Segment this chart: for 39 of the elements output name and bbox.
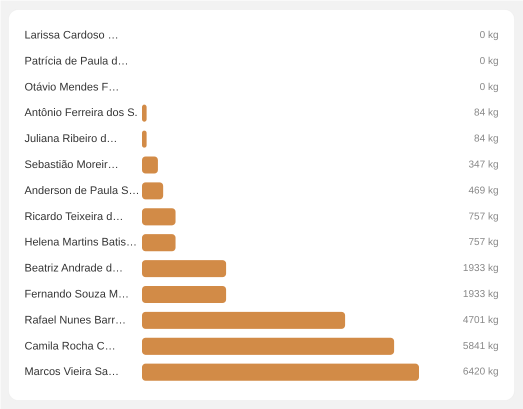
bar xyxy=(142,208,176,226)
data-label: 0 kg xyxy=(480,82,499,93)
data-label: 0 kg xyxy=(480,30,499,41)
data-label: 5841 kg xyxy=(462,340,499,352)
bar xyxy=(142,260,226,278)
data-label: 1933 kg xyxy=(462,263,499,274)
y-tick-label: Fernando Souza M… xyxy=(24,288,130,300)
bar xyxy=(142,182,164,200)
y-tick-label: Antônio Ferreira dos S. xyxy=(24,107,138,120)
bar xyxy=(142,104,147,122)
y-tick-label: Patrícia de Paula d… xyxy=(24,55,128,68)
y-tick-label: Camila Rocha C… xyxy=(24,340,116,352)
bar xyxy=(142,338,394,355)
y-tick-label: Larissa Cardoso … xyxy=(24,30,119,42)
y-tick-label: Sebastião Moreir… xyxy=(24,159,119,171)
data-label: 347 kg xyxy=(468,160,499,170)
data-label: 757 kg xyxy=(468,211,499,222)
data-label: 4701 kg xyxy=(462,314,499,326)
bar xyxy=(142,312,346,329)
data-label: 84 kg xyxy=(474,108,499,119)
y-tick-label: Beatriz Andrade d… xyxy=(24,262,123,275)
data-label: 1933 kg xyxy=(462,289,499,300)
data-label: 6420 kg xyxy=(462,366,499,378)
y-tick-label: Anderson de Paula S… xyxy=(24,184,140,197)
y-tick-label: Ricardo Teixeira d… xyxy=(24,210,124,223)
data-label: 757 kg xyxy=(468,237,499,248)
bar xyxy=(142,364,419,381)
y-tick-label: Helena Martins Batis… xyxy=(24,236,137,249)
data-label: 0 kg xyxy=(480,56,499,67)
y-tick-label: Juliana Ribeiro d… xyxy=(24,133,118,146)
bar xyxy=(142,130,147,148)
bar xyxy=(142,286,226,304)
y-tick-label: Rafael Nunes Barr… xyxy=(24,314,126,326)
y-tick-label: Otávio Mendes F… xyxy=(24,81,120,94)
data-label: 469 kg xyxy=(468,185,499,196)
y-tick-label: Marcos Vieira Sa… xyxy=(24,366,120,378)
bar xyxy=(142,156,158,174)
bar xyxy=(142,234,176,252)
data-label: 84 kg xyxy=(474,134,499,145)
